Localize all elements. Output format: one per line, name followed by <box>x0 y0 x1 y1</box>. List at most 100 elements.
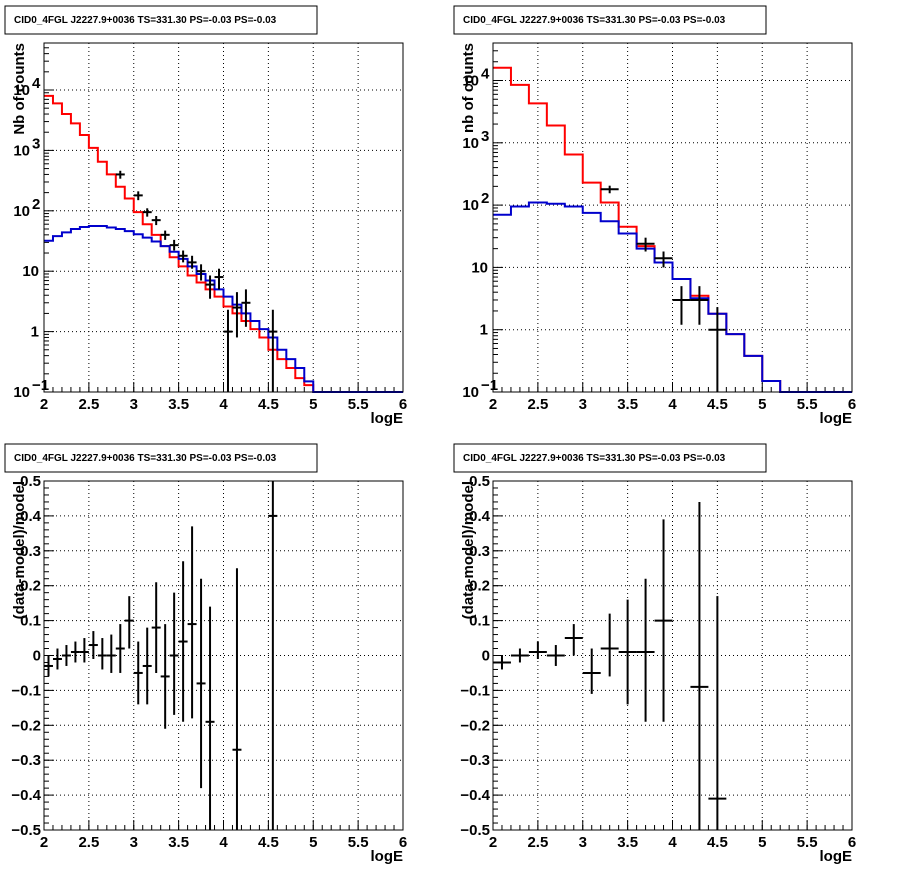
x-tick-label: 6 <box>399 396 407 413</box>
title-box <box>453 443 767 473</box>
y-tick-label: 0.4 <box>20 508 42 525</box>
data-point <box>133 641 143 705</box>
x-tick-label: 5 <box>758 396 766 413</box>
x-tick-label: 4 <box>668 834 677 851</box>
chart-title: CID0_4FGL J2227.9+0036 TS=331.30 PS=-0.0… <box>463 453 726 464</box>
data-point <box>654 519 673 722</box>
y-tick-label: 10 <box>22 263 39 280</box>
data-point <box>268 309 278 392</box>
x-tick-label: 4.5 <box>258 396 279 413</box>
y-tick-label: 10 <box>462 197 479 214</box>
y-tick-label: 1 <box>480 322 488 339</box>
data-point <box>97 638 107 670</box>
chart-title: CID0_4FGL J2227.9+0036 TS=331.30 PS=-0.0… <box>14 15 277 26</box>
y-tick-label: 0.2 <box>20 578 41 595</box>
x-tick-label: 5 <box>309 396 317 413</box>
data-point <box>205 606 215 830</box>
data-point <box>115 170 125 179</box>
data-point <box>600 613 619 677</box>
data-point <box>214 268 224 290</box>
x-tick-label: 3.5 <box>617 396 638 413</box>
x-tick-label: 4.5 <box>258 834 279 851</box>
y-tick-label: 0.2 <box>469 578 490 595</box>
y-tick-base: 1 <box>480 322 488 339</box>
y-tick-label: 1 <box>31 324 39 341</box>
y-tick-label: −0.2 <box>460 717 490 734</box>
x-tick-label: 4 <box>668 396 677 413</box>
data-point <box>142 208 152 217</box>
data-point <box>151 582 161 673</box>
chart-title: CID0_4FGL J2227.9+0036 TS=331.30 PS=-0.0… <box>463 15 726 26</box>
x-axis-label: logE <box>371 410 404 427</box>
x-tick-label: 5.5 <box>797 834 818 851</box>
plot-frame <box>492 42 853 393</box>
y-tick-label: 0.4 <box>469 508 491 525</box>
histogram-series-0 <box>44 94 403 393</box>
y-tick-label: −0.2 <box>11 717 41 734</box>
y-axis-label: nb of counts <box>460 43 477 133</box>
data-point <box>106 634 116 673</box>
y-tick-exponent: 4 <box>32 75 41 92</box>
data-point <box>178 561 188 722</box>
x-tick-label: 5.5 <box>348 396 369 413</box>
title-box <box>4 5 318 35</box>
y-tick-exponent: 2 <box>32 196 40 213</box>
chart-svg: 2 2.5 3 3.5 4 4.5 5 5.5 6 −0.5 −0.4 −0.3 −0.2 −0.1 0 0.… <box>4 443 407 865</box>
y-tick-label: 10 <box>13 142 30 159</box>
y-tick-base: 10 <box>462 135 479 152</box>
data-point <box>196 264 206 281</box>
data-point <box>618 599 637 705</box>
data-point <box>79 638 89 663</box>
y-tick-label: −0.5 <box>11 822 41 839</box>
data-point <box>160 624 170 729</box>
y-tick-label: 10 <box>13 82 30 99</box>
y-tick-label: 0.5 <box>20 473 41 490</box>
y-tick-base: 10 <box>462 384 479 401</box>
y-tick-label: −0.1 <box>11 682 41 699</box>
data-point <box>70 641 80 663</box>
data-point <box>151 216 161 226</box>
data-point <box>124 596 134 649</box>
x-tick-label: 3 <box>579 396 587 413</box>
data-point <box>115 624 125 673</box>
data-point <box>546 645 565 666</box>
x-axis-label: logE <box>820 848 853 865</box>
y-tick-label: −0.1 <box>460 682 490 699</box>
histogram-series-1 <box>493 201 852 393</box>
y-tick-label: 10 <box>13 384 30 401</box>
x-tick-label: 5.5 <box>797 396 818 413</box>
title-box <box>453 5 767 35</box>
data-point <box>133 191 143 201</box>
x-tick-label: 3.5 <box>617 834 638 851</box>
y-tick-base: 10 <box>471 259 488 276</box>
y-axis-label: (data-model)/model <box>11 481 28 619</box>
y-tick-base: 10 <box>13 142 30 159</box>
data-point <box>690 286 709 325</box>
data-point <box>528 641 547 659</box>
x-tick-label: 2 <box>40 834 48 851</box>
x-tick-label: 3 <box>130 834 138 851</box>
data-point <box>205 275 215 299</box>
plot-panel-counts-coarse: 2 2.5 3 3.5 4 4.5 5 5.5 6 10 −1 1 10 10 2 10 3 10 4 logE nb … <box>449 0 898 437</box>
x-tick-label: 4 <box>219 396 228 413</box>
x-tick-label: 4.5 <box>707 834 728 851</box>
x-tick-label: 3.5 <box>168 396 189 413</box>
data-point <box>672 286 691 325</box>
y-tick-label: −0.3 <box>11 752 41 769</box>
data-point <box>654 251 673 268</box>
data-point <box>690 501 709 830</box>
y-tick-base: 1 <box>31 324 39 341</box>
y-axis-label: (data-model)/model <box>460 481 477 619</box>
data-point <box>142 627 152 705</box>
y-tick-label: 0.1 <box>469 613 490 630</box>
y-tick-exponent: 2 <box>481 190 489 207</box>
data-point <box>636 578 655 722</box>
y-tick-label: −0.5 <box>460 822 490 839</box>
x-tick-label: 2 <box>489 396 497 413</box>
y-tick-exponent: −1 <box>32 377 49 394</box>
y-tick-label: 0 <box>482 648 490 665</box>
y-tick-label: 10 <box>471 259 488 276</box>
x-tick-label: 6 <box>848 396 856 413</box>
data-point <box>232 292 242 338</box>
